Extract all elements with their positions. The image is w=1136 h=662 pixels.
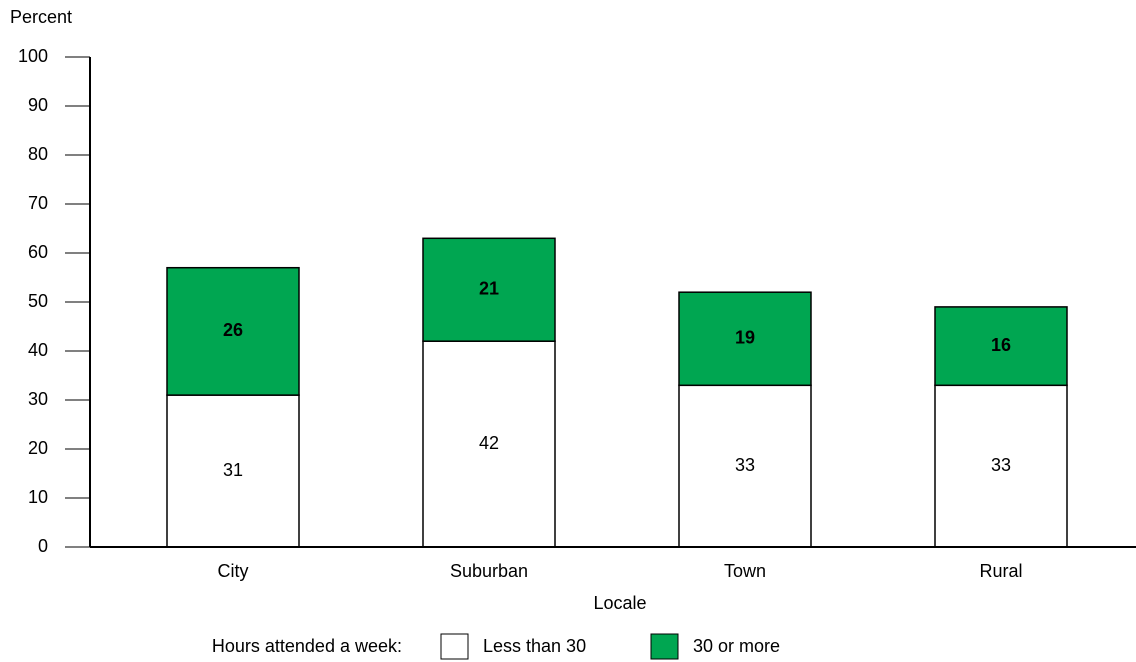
- y-tick-label: 0: [38, 536, 48, 556]
- y-tick-label: 20: [28, 438, 48, 458]
- y-tick-label: 10: [28, 487, 48, 507]
- y-tick-label: 100: [18, 46, 48, 66]
- bar-segment: [166, 266, 300, 396]
- data-label: 21: [479, 279, 499, 299]
- data-label: 33: [735, 455, 755, 475]
- bar-segment: [934, 384, 1068, 548]
- x-tick-label: Town: [724, 561, 766, 581]
- bar-segment: [678, 291, 812, 387]
- y-tick-label: 50: [28, 291, 48, 311]
- legend-label: 30 or more: [693, 636, 780, 656]
- bar-segment: [422, 237, 556, 342]
- data-label: 16: [991, 335, 1011, 355]
- data-label: 33: [991, 455, 1011, 475]
- y-tick-label: 60: [28, 242, 48, 262]
- y-tick-label: 70: [28, 193, 48, 213]
- legend-swatch: [650, 633, 679, 660]
- y-tick-label: 90: [28, 95, 48, 115]
- data-label: 42: [479, 433, 499, 453]
- y-axis-title: Percent: [10, 7, 72, 27]
- y-tick-label: 80: [28, 144, 48, 164]
- legend-label: Less than 30: [483, 636, 586, 656]
- x-tick-label: Suburban: [450, 561, 528, 581]
- legend-title: Hours attended a week:: [212, 636, 402, 656]
- bar-segment: [934, 306, 1068, 387]
- data-label: 19: [735, 328, 755, 348]
- x-tick-label: City: [218, 561, 249, 581]
- x-tick-label: Rural: [979, 561, 1022, 581]
- data-label: 26: [223, 320, 243, 340]
- bar-segment: [166, 394, 300, 548]
- legend-swatch: [440, 633, 469, 660]
- x-axis-title: Locale: [593, 593, 646, 613]
- data-label: 31: [223, 460, 243, 480]
- y-tick-label: 40: [28, 340, 48, 360]
- y-tick-label: 30: [28, 389, 48, 409]
